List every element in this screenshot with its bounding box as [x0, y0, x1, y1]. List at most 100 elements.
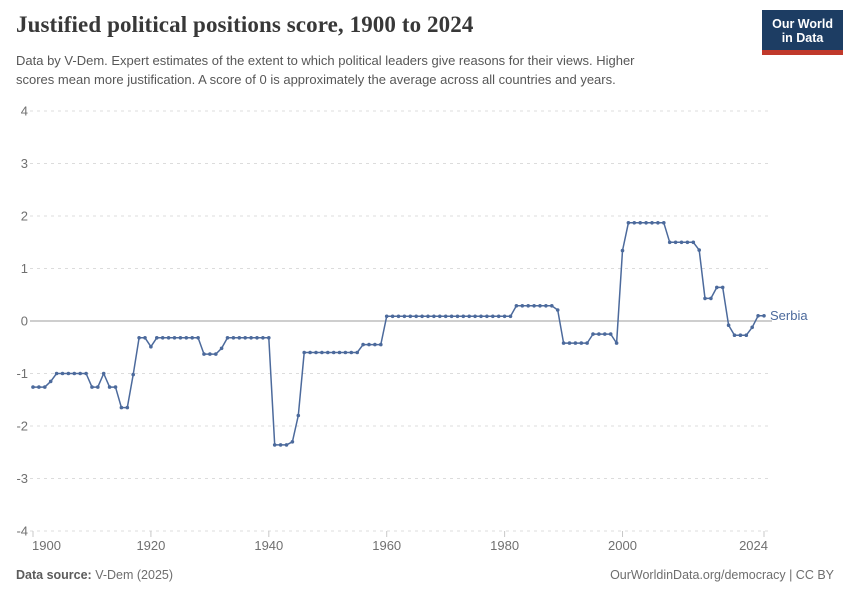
- data-point-2022[interactable]: [750, 325, 754, 330]
- data-point-1922[interactable]: [160, 336, 165, 340]
- data-point-2002[interactable]: [632, 221, 637, 225]
- data-point-2014[interactable]: [703, 296, 707, 301]
- data-point-1900[interactable]: [31, 385, 35, 389]
- data-point-1989[interactable]: [555, 308, 560, 312]
- data-point-1963[interactable]: [402, 314, 407, 319]
- data-point-1912[interactable]: [101, 371, 106, 376]
- data-point-1942[interactable]: [278, 443, 283, 447]
- data-point-1929[interactable]: [202, 352, 206, 356]
- data-point-1938[interactable]: [255, 336, 259, 340]
- data-point-1991[interactable]: [567, 341, 572, 345]
- data-point-1993[interactable]: [579, 341, 584, 345]
- data-point-1909[interactable]: [84, 371, 88, 376]
- data-point-2007[interactable]: [662, 221, 666, 225]
- data-point-2000[interactable]: [620, 248, 625, 253]
- data-point-1973[interactable]: [461, 314, 466, 319]
- data-point-1907[interactable]: [72, 371, 77, 376]
- data-point-2010[interactable]: [679, 240, 684, 245]
- data-point-1998[interactable]: [608, 332, 613, 336]
- data-point-1925[interactable]: [178, 336, 183, 340]
- series-line-serbia[interactable]: [33, 222, 764, 446]
- data-point-1972[interactable]: [455, 314, 460, 319]
- data-point-1940[interactable]: [267, 336, 271, 340]
- data-point-1923[interactable]: [166, 336, 171, 340]
- data-point-1964[interactable]: [408, 314, 413, 319]
- data-point-1978[interactable]: [491, 314, 495, 319]
- data-point-1949[interactable]: [320, 350, 324, 355]
- data-point-1946[interactable]: [302, 350, 307, 355]
- data-point-1994[interactable]: [585, 341, 589, 345]
- data-point-1980[interactable]: [502, 314, 507, 319]
- data-point-2005[interactable]: [650, 221, 654, 225]
- data-point-1974[interactable]: [467, 314, 472, 319]
- data-point-2019[interactable]: [732, 333, 737, 338]
- data-point-2012[interactable]: [691, 240, 696, 245]
- data-point-1919[interactable]: [143, 336, 147, 340]
- data-point-1928[interactable]: [196, 336, 200, 340]
- data-point-1951[interactable]: [331, 350, 336, 355]
- data-point-1902[interactable]: [43, 385, 47, 389]
- data-point-1987[interactable]: [544, 304, 548, 308]
- data-point-1954[interactable]: [349, 350, 354, 355]
- data-point-1948[interactable]: [314, 350, 318, 355]
- data-point-1950[interactable]: [326, 350, 330, 355]
- data-point-1988[interactable]: [550, 304, 554, 308]
- data-point-2017[interactable]: [720, 285, 725, 290]
- data-point-1999[interactable]: [614, 341, 619, 345]
- data-point-1983[interactable]: [520, 304, 525, 308]
- data-point-1901[interactable]: [37, 385, 41, 389]
- data-point-1960[interactable]: [384, 314, 389, 319]
- data-point-1903[interactable]: [48, 379, 53, 384]
- data-point-1906[interactable]: [66, 371, 71, 376]
- data-point-1996[interactable]: [597, 332, 601, 336]
- data-point-1918[interactable]: [137, 336, 141, 340]
- data-point-2004[interactable]: [644, 221, 648, 225]
- data-point-1995[interactable]: [591, 332, 595, 336]
- data-point-1936[interactable]: [243, 336, 247, 340]
- data-point-1934[interactable]: [231, 336, 236, 340]
- data-point-2009[interactable]: [673, 240, 678, 245]
- data-point-1917[interactable]: [131, 372, 135, 377]
- data-point-1939[interactable]: [261, 336, 265, 340]
- data-point-2023[interactable]: [756, 314, 760, 318]
- data-point-2011[interactable]: [685, 240, 690, 245]
- data-point-1976[interactable]: [479, 314, 483, 319]
- data-point-1913[interactable]: [107, 385, 112, 389]
- data-point-1982[interactable]: [514, 304, 519, 308]
- data-point-1966[interactable]: [420, 314, 424, 319]
- data-point-2016[interactable]: [715, 285, 719, 290]
- data-point-2020[interactable]: [738, 333, 743, 338]
- data-point-2013[interactable]: [697, 248, 701, 252]
- owid-logo[interactable]: Our World in Data: [762, 10, 843, 55]
- data-point-1937[interactable]: [249, 336, 253, 340]
- data-point-1924[interactable]: [172, 336, 177, 340]
- data-point-2021[interactable]: [744, 333, 749, 338]
- data-point-1958[interactable]: [373, 342, 377, 347]
- data-point-1920[interactable]: [149, 344, 153, 349]
- data-point-2006[interactable]: [656, 221, 660, 225]
- data-point-2015[interactable]: [709, 296, 713, 301]
- data-point-1961[interactable]: [390, 314, 395, 319]
- data-point-1981[interactable]: [508, 314, 513, 319]
- data-point-1926[interactable]: [184, 336, 189, 340]
- data-point-1971[interactable]: [449, 314, 454, 319]
- data-point-2003[interactable]: [638, 221, 642, 225]
- data-point-1986[interactable]: [538, 304, 542, 308]
- data-point-1904[interactable]: [54, 371, 59, 376]
- data-point-1968[interactable]: [432, 314, 436, 319]
- data-point-2008[interactable]: [667, 240, 672, 245]
- data-point-1969[interactable]: [438, 314, 442, 319]
- series-label-serbia[interactable]: Serbia: [770, 308, 808, 323]
- data-point-1943[interactable]: [284, 443, 289, 447]
- data-point-1959[interactable]: [379, 342, 383, 347]
- data-point-1933[interactable]: [225, 336, 230, 340]
- data-point-1941[interactable]: [272, 443, 277, 447]
- data-point-1967[interactable]: [426, 314, 430, 319]
- data-point-1945[interactable]: [296, 413, 301, 418]
- data-point-1985[interactable]: [532, 304, 536, 308]
- data-point-1931[interactable]: [214, 352, 218, 356]
- data-point-1977[interactable]: [485, 314, 489, 319]
- data-point-1910[interactable]: [90, 385, 94, 389]
- data-point-1984[interactable]: [526, 304, 530, 308]
- data-point-1952[interactable]: [337, 350, 342, 355]
